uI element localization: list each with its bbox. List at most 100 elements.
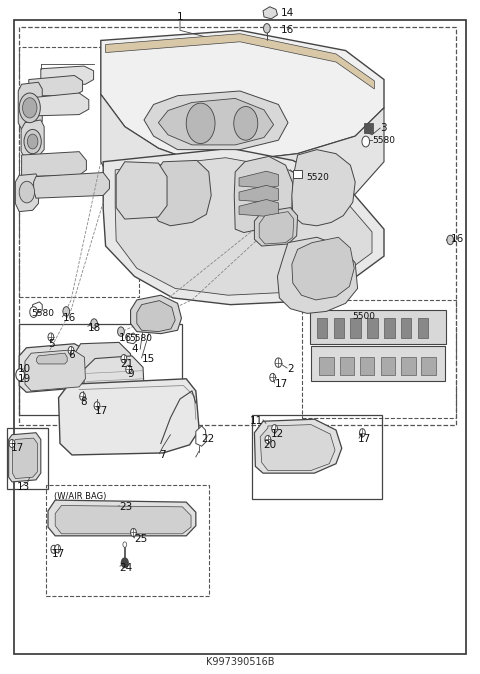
Polygon shape [263, 7, 277, 19]
Polygon shape [33, 302, 42, 313]
Polygon shape [311, 346, 445, 381]
Text: 9: 9 [127, 369, 134, 379]
Polygon shape [106, 34, 374, 89]
Text: 17: 17 [52, 549, 65, 559]
Text: 5520: 5520 [306, 173, 329, 183]
Polygon shape [34, 173, 109, 198]
Bar [364, 123, 373, 133]
Circle shape [360, 429, 365, 437]
Bar [252, 415, 382, 499]
Circle shape [272, 425, 277, 433]
Polygon shape [115, 158, 372, 295]
Text: 13: 13 [16, 483, 30, 492]
Polygon shape [137, 301, 175, 332]
Circle shape [118, 327, 124, 336]
Bar [46, 485, 209, 596]
Text: 25: 25 [134, 534, 148, 544]
Bar [350, 318, 361, 338]
Text: 5580: 5580 [130, 334, 153, 343]
Circle shape [94, 402, 100, 410]
Circle shape [80, 392, 85, 400]
Polygon shape [292, 237, 354, 300]
Circle shape [123, 542, 127, 547]
Polygon shape [151, 160, 211, 226]
Text: 15: 15 [142, 355, 155, 364]
Circle shape [362, 136, 370, 147]
Polygon shape [254, 419, 342, 473]
Polygon shape [103, 148, 384, 305]
Text: 23: 23 [119, 502, 132, 512]
Text: 16: 16 [451, 234, 465, 243]
Polygon shape [19, 344, 90, 392]
Polygon shape [55, 506, 191, 534]
Text: 16: 16 [119, 333, 132, 342]
Text: 8: 8 [81, 397, 87, 406]
Circle shape [23, 98, 37, 118]
Polygon shape [18, 82, 42, 129]
Polygon shape [127, 333, 136, 344]
Text: 14: 14 [281, 9, 294, 18]
Text: 16: 16 [62, 313, 76, 323]
Polygon shape [234, 156, 293, 233]
Circle shape [55, 545, 60, 553]
Text: 4: 4 [132, 344, 138, 354]
Text: 5500: 5500 [352, 312, 375, 321]
Bar [367, 318, 378, 338]
Circle shape [63, 307, 70, 316]
Polygon shape [254, 208, 298, 246]
Bar [401, 318, 411, 338]
Polygon shape [310, 310, 446, 344]
Polygon shape [239, 200, 278, 216]
Text: 10: 10 [18, 364, 31, 373]
Circle shape [121, 355, 127, 363]
Text: 2: 2 [287, 364, 294, 373]
Polygon shape [74, 342, 132, 394]
Polygon shape [31, 93, 89, 116]
Text: 17: 17 [11, 443, 24, 452]
Bar [401, 357, 416, 375]
Polygon shape [158, 98, 274, 145]
Polygon shape [292, 150, 355, 226]
Text: 18: 18 [88, 323, 101, 332]
Bar [334, 318, 344, 338]
Text: 7: 7 [159, 450, 166, 460]
Polygon shape [9, 433, 41, 482]
Circle shape [68, 346, 74, 355]
Text: 11: 11 [250, 417, 264, 426]
Bar [19, 47, 139, 297]
Text: K997390516B: K997390516B [206, 657, 274, 667]
Bar [19, 324, 182, 415]
Bar [293, 171, 302, 177]
Circle shape [24, 129, 41, 154]
Polygon shape [196, 426, 206, 446]
Text: 5: 5 [48, 339, 55, 348]
Circle shape [16, 369, 24, 381]
Text: 17: 17 [95, 406, 108, 416]
Text: 12: 12 [271, 429, 285, 439]
Circle shape [186, 103, 215, 144]
Text: 3: 3 [380, 123, 387, 133]
Polygon shape [36, 353, 67, 364]
Polygon shape [116, 162, 167, 219]
Bar [381, 357, 395, 375]
Circle shape [447, 235, 454, 245]
Text: 21: 21 [120, 359, 133, 369]
Text: 22: 22 [202, 435, 215, 444]
Bar [340, 357, 354, 375]
Circle shape [264, 24, 270, 33]
Polygon shape [277, 237, 358, 313]
Text: 6: 6 [69, 350, 75, 360]
Text: 24: 24 [119, 563, 132, 572]
Bar [418, 318, 428, 338]
Bar [384, 318, 395, 338]
Circle shape [51, 545, 57, 553]
Circle shape [234, 106, 258, 140]
Bar [19, 27, 456, 425]
Circle shape [131, 528, 136, 537]
Text: 17: 17 [275, 379, 288, 389]
Text: 5580: 5580 [31, 309, 54, 318]
Polygon shape [59, 379, 199, 455]
Bar [360, 357, 374, 375]
Bar [302, 300, 456, 418]
Polygon shape [260, 425, 335, 470]
